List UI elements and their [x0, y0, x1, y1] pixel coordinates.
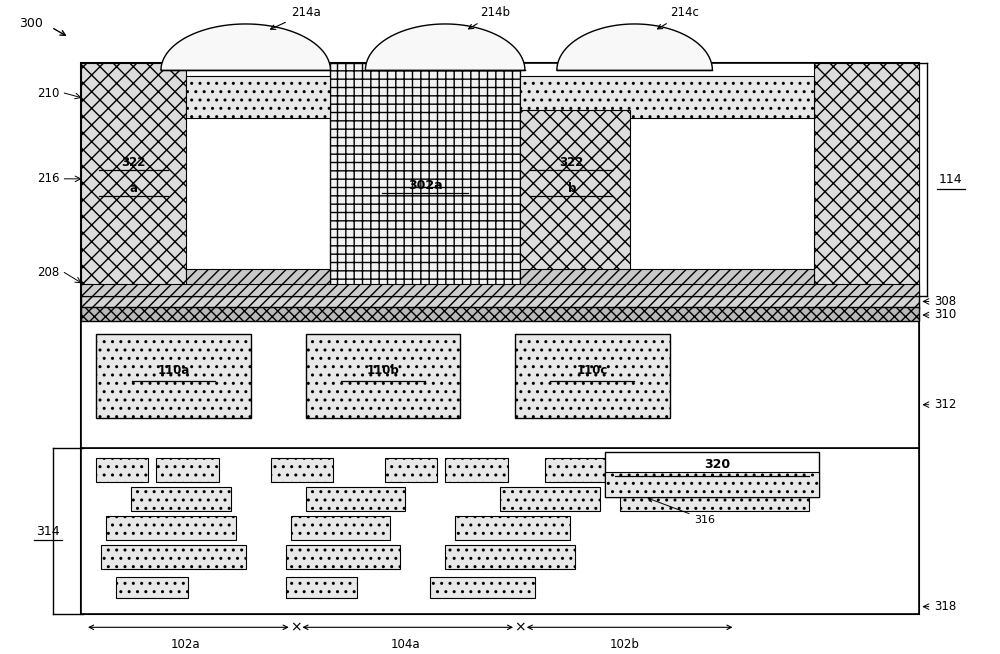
Text: 310: 310: [934, 309, 956, 322]
Polygon shape: [365, 24, 525, 71]
Text: 208: 208: [37, 266, 59, 279]
Bar: [131, 487, 231, 511]
Bar: [81, 296, 919, 309]
Text: 300: 300: [19, 17, 43, 30]
Bar: [515, 334, 670, 418]
Bar: [96, 458, 148, 482]
Bar: [81, 284, 919, 296]
Text: 110b: 110b: [366, 364, 399, 377]
Bar: [186, 76, 330, 118]
Text: 110c: 110c: [577, 364, 608, 377]
Bar: [116, 577, 188, 598]
Text: 318: 318: [934, 600, 956, 613]
Bar: [106, 515, 236, 540]
Text: a: a: [130, 182, 138, 195]
Bar: [286, 577, 357, 598]
Bar: [445, 458, 508, 482]
Text: 312: 312: [934, 398, 956, 411]
Bar: [520, 76, 814, 118]
Bar: [455, 515, 570, 540]
Bar: [291, 515, 390, 540]
Bar: [814, 63, 919, 296]
Bar: [306, 334, 460, 418]
Text: ×: ×: [290, 620, 301, 634]
Bar: [430, 577, 535, 598]
Text: ×: ×: [514, 620, 526, 634]
Bar: [156, 458, 219, 482]
Bar: [545, 458, 608, 482]
Text: 216: 216: [37, 173, 59, 185]
Polygon shape: [161, 24, 330, 71]
Text: 322: 322: [121, 156, 146, 169]
Text: 214a: 214a: [271, 7, 320, 29]
Bar: [306, 487, 405, 511]
Bar: [96, 334, 251, 418]
Text: 102b: 102b: [610, 638, 640, 651]
Text: 214b: 214b: [469, 7, 510, 29]
Bar: [605, 452, 819, 497]
Text: 302a: 302a: [408, 179, 443, 192]
Bar: [101, 545, 246, 569]
Text: 110a: 110a: [157, 364, 190, 377]
Bar: [81, 63, 919, 296]
Bar: [186, 269, 330, 296]
Text: b: b: [568, 182, 576, 195]
Text: 210: 210: [37, 86, 59, 99]
Bar: [81, 63, 186, 296]
Bar: [81, 63, 919, 614]
Bar: [81, 307, 919, 322]
Polygon shape: [557, 24, 712, 71]
Bar: [620, 487, 809, 511]
Bar: [520, 269, 814, 296]
Bar: [605, 472, 819, 497]
Bar: [445, 545, 575, 569]
Text: 102a: 102a: [171, 638, 201, 651]
Bar: [385, 458, 437, 482]
Bar: [271, 458, 333, 482]
Bar: [286, 545, 400, 569]
Bar: [81, 319, 919, 448]
Text: 214c: 214c: [658, 7, 699, 29]
Text: 308: 308: [934, 295, 956, 308]
Bar: [330, 63, 520, 296]
Text: 314: 314: [36, 525, 60, 538]
Text: 104a: 104a: [390, 638, 420, 651]
Text: 316: 316: [648, 498, 715, 525]
Text: 322: 322: [560, 156, 584, 169]
Text: 114: 114: [939, 173, 962, 186]
Bar: [640, 458, 702, 482]
Bar: [81, 448, 919, 614]
Bar: [520, 110, 630, 296]
Bar: [500, 487, 600, 511]
Text: 320: 320: [704, 458, 730, 471]
